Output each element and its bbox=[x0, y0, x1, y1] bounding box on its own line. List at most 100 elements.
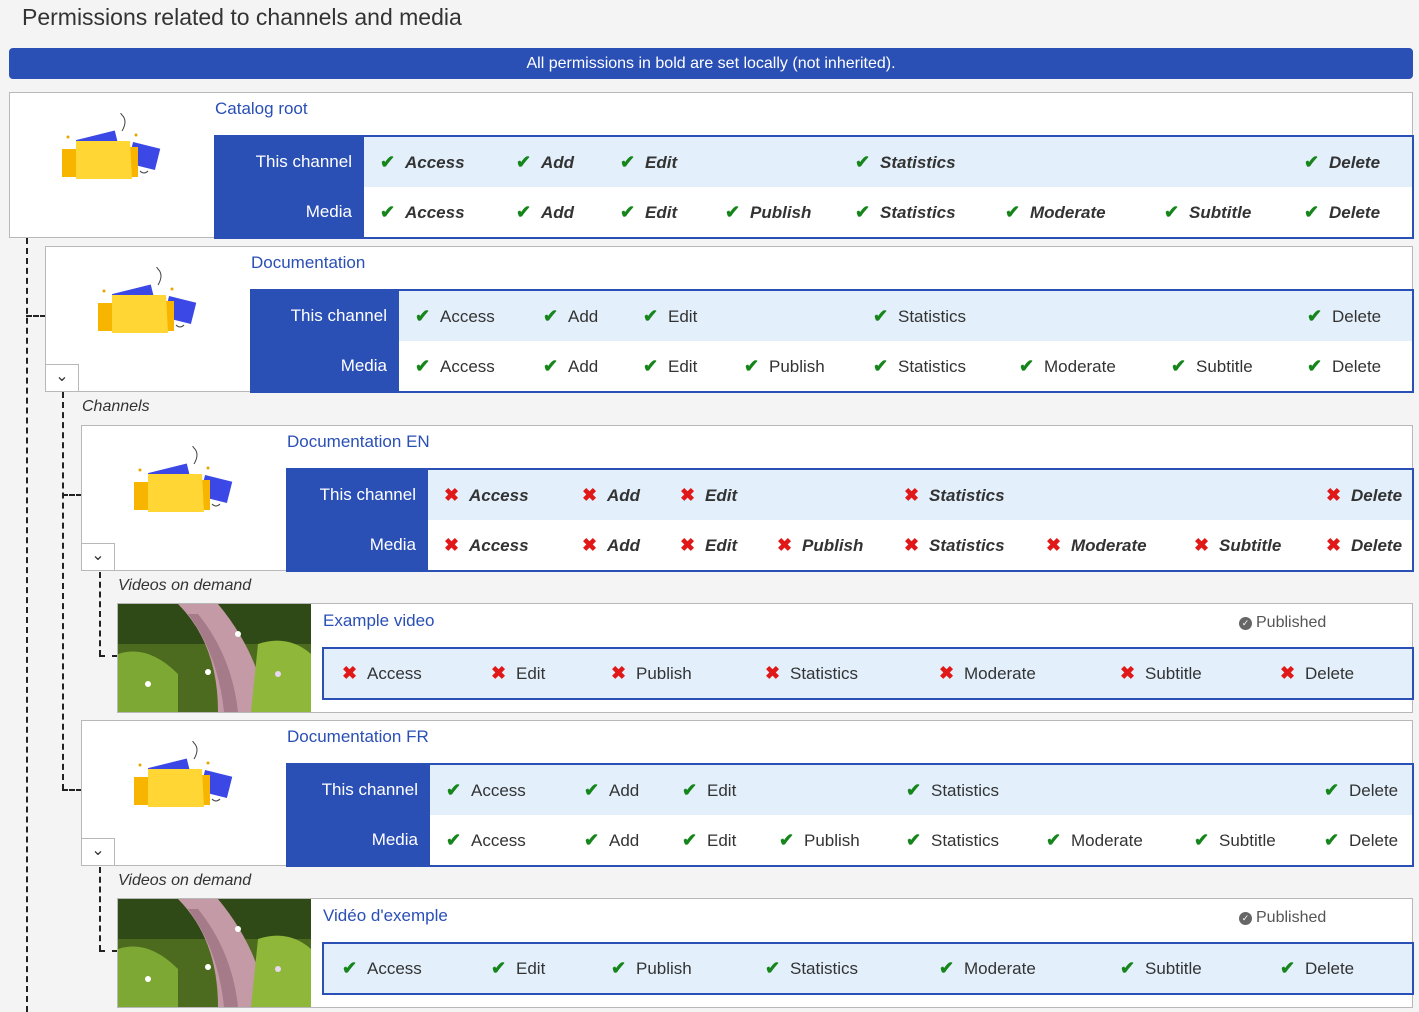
perm-access[interactable]: ✔ Access bbox=[446, 815, 526, 865]
perm-subtitle[interactable]: ✖ Subtitle bbox=[1194, 520, 1281, 570]
perm-moderate[interactable]: ✔ Moderate bbox=[1046, 815, 1143, 865]
collapse-toggle[interactable]: ⌄ bbox=[81, 543, 115, 571]
perm-label: Subtitle bbox=[1189, 203, 1252, 222]
check-icon: ✔ bbox=[1280, 958, 1296, 978]
perm-delete[interactable]: ✔ Delete bbox=[1307, 291, 1381, 341]
perm-publish[interactable]: ✔ Publish bbox=[779, 815, 860, 865]
perm-label: Publish bbox=[802, 536, 864, 555]
row-label-media: Media bbox=[288, 520, 428, 570]
perm-statistics[interactable]: ✔ Statistics bbox=[873, 341, 966, 391]
perm-edit[interactable]: ✔ Edit bbox=[682, 815, 736, 865]
video-thumbnail[interactable] bbox=[118, 604, 311, 712]
perm-subtitle[interactable]: ✔ Subtitle bbox=[1171, 341, 1253, 391]
perm-delete[interactable]: ✔ Delete bbox=[1307, 341, 1381, 391]
perm-statistics[interactable]: ✔ Statistics bbox=[855, 187, 956, 237]
node-name-catalog-root[interactable]: Catalog root bbox=[215, 99, 308, 118]
perm-edit[interactable]: ✔ Edit bbox=[491, 944, 545, 992]
perm-access[interactable]: ✔ Access bbox=[380, 137, 465, 187]
perm-publish[interactable]: ✔ Publish bbox=[725, 187, 811, 237]
perm-add[interactable]: ✔ Add bbox=[543, 291, 598, 341]
perm-edit[interactable]: ✖ Edit bbox=[680, 470, 737, 520]
perm-delete[interactable]: ✔ Delete bbox=[1304, 137, 1380, 187]
perm-label: Subtitle bbox=[1145, 664, 1202, 683]
node-name-documentation[interactable]: Documentation bbox=[251, 253, 366, 272]
perm-access[interactable]: ✖ Access bbox=[342, 649, 422, 697]
perm-access[interactable]: ✔ Access bbox=[446, 765, 526, 815]
perm-label: Edit bbox=[705, 486, 738, 505]
perm-moderate[interactable]: ✔ Moderate bbox=[1005, 187, 1106, 237]
perm-statistics[interactable]: ✖ Statistics bbox=[904, 520, 1005, 570]
perm-edit[interactable]: ✖ Edit bbox=[680, 520, 737, 570]
status-badge: ✓ Published bbox=[1239, 614, 1326, 632]
perm-delete[interactable]: ✖ Delete bbox=[1326, 520, 1402, 570]
perm-edit[interactable]: ✔ Edit bbox=[620, 137, 677, 187]
perm-access[interactable]: ✔ Access bbox=[380, 187, 465, 237]
perm-delete[interactable]: ✔ Delete bbox=[1280, 944, 1354, 992]
perm-label: Subtitle bbox=[1196, 357, 1253, 376]
collapse-toggle[interactable]: ⌄ bbox=[81, 838, 115, 866]
perm-label: Statistics bbox=[931, 781, 1000, 800]
folder-icon bbox=[62, 113, 161, 179]
perm-publish[interactable]: ✔ Publish bbox=[611, 944, 692, 992]
perm-delete[interactable]: ✖ Delete bbox=[1280, 649, 1354, 697]
perm-publish[interactable]: ✔ Publish bbox=[744, 341, 825, 391]
video-thumbnail[interactable] bbox=[118, 899, 311, 1007]
perm-add[interactable]: ✔ Add bbox=[516, 187, 574, 237]
perm-label: Moderate bbox=[1044, 357, 1116, 376]
perm-delete[interactable]: ✖ Delete bbox=[1326, 470, 1402, 520]
perm-publish[interactable]: ✖ Publish bbox=[777, 520, 863, 570]
perm-access[interactable]: ✔ Access bbox=[415, 291, 495, 341]
perm-label: Edit bbox=[707, 781, 737, 800]
check-icon: ✔ bbox=[415, 356, 431, 376]
perm-moderate[interactable]: ✖ Moderate bbox=[939, 649, 1036, 697]
perm-label: Statistics bbox=[929, 536, 1005, 555]
perm-delete[interactable]: ✔ Delete bbox=[1324, 815, 1398, 865]
perm-statistics[interactable]: ✖ Statistics bbox=[765, 649, 858, 697]
perm-label: Delete bbox=[1305, 664, 1355, 683]
perm-statistics[interactable]: ✔ Statistics bbox=[855, 137, 956, 187]
perm-add[interactable]: ✔ Add bbox=[516, 137, 574, 187]
collapse-toggle[interactable]: ⌄ bbox=[45, 364, 79, 392]
perm-edit[interactable]: ✔ Edit bbox=[620, 187, 677, 237]
perm-add[interactable]: ✖ Add bbox=[582, 470, 640, 520]
perm-publish[interactable]: ✖ Publish bbox=[611, 649, 692, 697]
node-name-video-exemple[interactable]: Vidéo d'exemple bbox=[323, 906, 448, 925]
cross-icon: ✖ bbox=[904, 485, 920, 505]
perm-label: Edit bbox=[668, 357, 698, 376]
perm-moderate[interactable]: ✖ Moderate bbox=[1046, 520, 1147, 570]
perm-edit[interactable]: ✔ Edit bbox=[643, 291, 697, 341]
perm-access[interactable]: ✖ Access bbox=[444, 470, 529, 520]
check-icon: ✔ bbox=[516, 202, 532, 222]
perm-add[interactable]: ✔ Add bbox=[584, 765, 639, 815]
tree-line bbox=[99, 572, 101, 656]
cross-icon: ✖ bbox=[582, 485, 598, 505]
perm-subtitle[interactable]: ✔ Subtitle bbox=[1120, 944, 1202, 992]
perm-statistics[interactable]: ✖ Statistics bbox=[904, 470, 1005, 520]
perm-edit[interactable]: ✖ Edit bbox=[491, 649, 545, 697]
perm-access[interactable]: ✔ Access bbox=[415, 341, 495, 391]
perm-subtitle[interactable]: ✖ Subtitle bbox=[1120, 649, 1202, 697]
perm-subtitle[interactable]: ✔ Subtitle bbox=[1194, 815, 1276, 865]
perm-moderate[interactable]: ✔ Moderate bbox=[939, 944, 1036, 992]
perm-moderate[interactable]: ✔ Moderate bbox=[1019, 341, 1116, 391]
perm-delete[interactable]: ✔ Delete bbox=[1304, 187, 1380, 237]
perm-access[interactable]: ✔ Access bbox=[342, 944, 422, 992]
perm-edit[interactable]: ✔ Edit bbox=[682, 765, 736, 815]
perm-statistics[interactable]: ✔ Statistics bbox=[906, 815, 999, 865]
row-label-this-channel: This channel bbox=[288, 765, 430, 815]
perm-add[interactable]: ✔ Add bbox=[543, 341, 598, 391]
perm-statistics[interactable]: ✔ Statistics bbox=[873, 291, 966, 341]
perm-statistics[interactable]: ✔ Statistics bbox=[765, 944, 858, 992]
node-name-documentation-fr[interactable]: Documentation FR bbox=[287, 727, 429, 746]
perm-statistics[interactable]: ✔ Statistics bbox=[906, 765, 999, 815]
perm-label: Delete bbox=[1329, 203, 1381, 222]
perm-label: Access bbox=[471, 831, 526, 850]
perm-delete[interactable]: ✔ Delete bbox=[1324, 765, 1398, 815]
node-name-documentation-en[interactable]: Documentation EN bbox=[287, 432, 430, 451]
perm-edit[interactable]: ✔ Edit bbox=[643, 341, 697, 391]
perm-add[interactable]: ✖ Add bbox=[582, 520, 640, 570]
node-name-example-video[interactable]: Example video bbox=[323, 611, 435, 630]
perm-subtitle[interactable]: ✔ Subtitle bbox=[1164, 187, 1251, 237]
perm-access[interactable]: ✖ Access bbox=[444, 520, 529, 570]
perm-add[interactable]: ✔ Add bbox=[584, 815, 639, 865]
